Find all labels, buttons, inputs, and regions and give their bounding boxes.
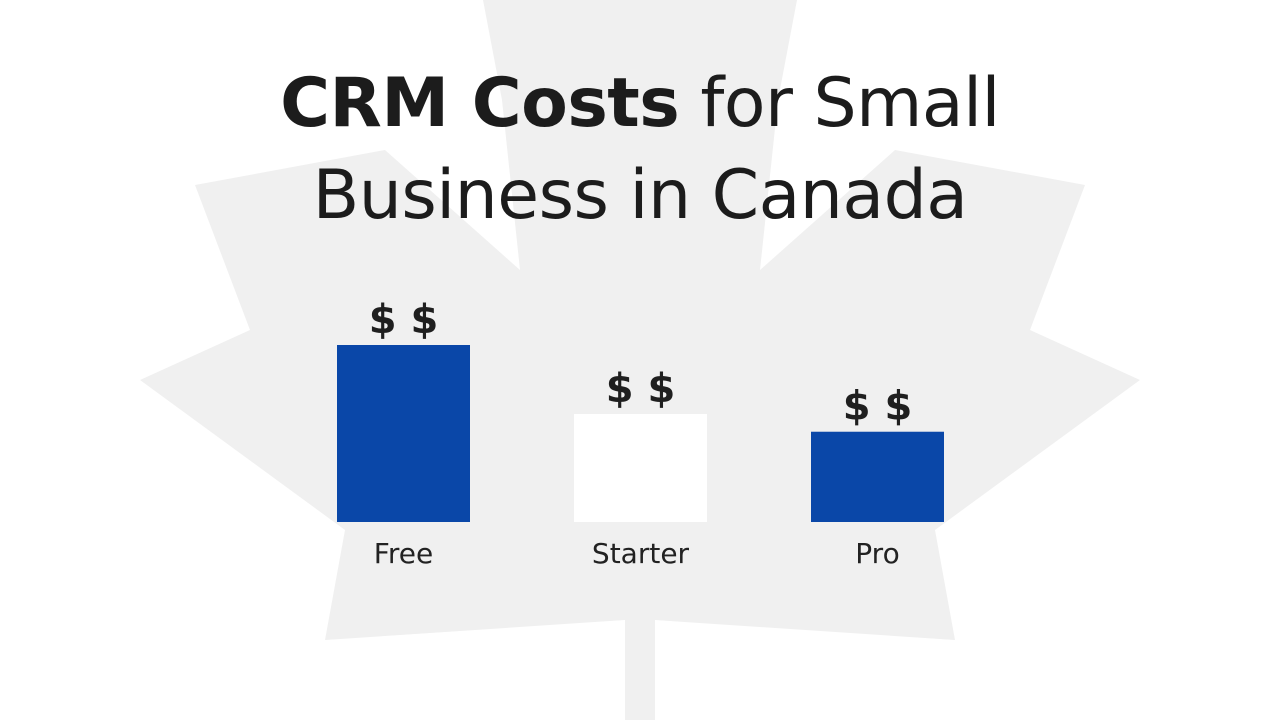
data-label-free: $ $ [369,297,439,343]
chart-title: CRM Costs for Small Business in Canada [0,58,1280,242]
bar-free [337,345,470,522]
data-label-pro: $ $ [843,384,913,430]
maple-leaf-shape [140,0,1140,720]
bars-group [337,345,944,522]
bar-pro [811,431,944,522]
category-labels-group: Free Starter Pro [374,537,900,570]
tick-label-free: Free [374,537,433,570]
title-regular-part: for Small [700,64,1000,143]
tick-label-pro: Pro [855,537,899,570]
data-labels-group: $ $ $ $ $ $ [369,297,913,430]
title-line-1: CRM Costs for Small [0,58,1280,150]
tick-label-starter: Starter [592,537,690,570]
bar-starter [574,414,707,522]
title-line-2: Business in Canada [312,156,968,235]
title-bold-part: CRM Costs [280,64,680,143]
data-label-starter: $ $ [606,366,676,412]
